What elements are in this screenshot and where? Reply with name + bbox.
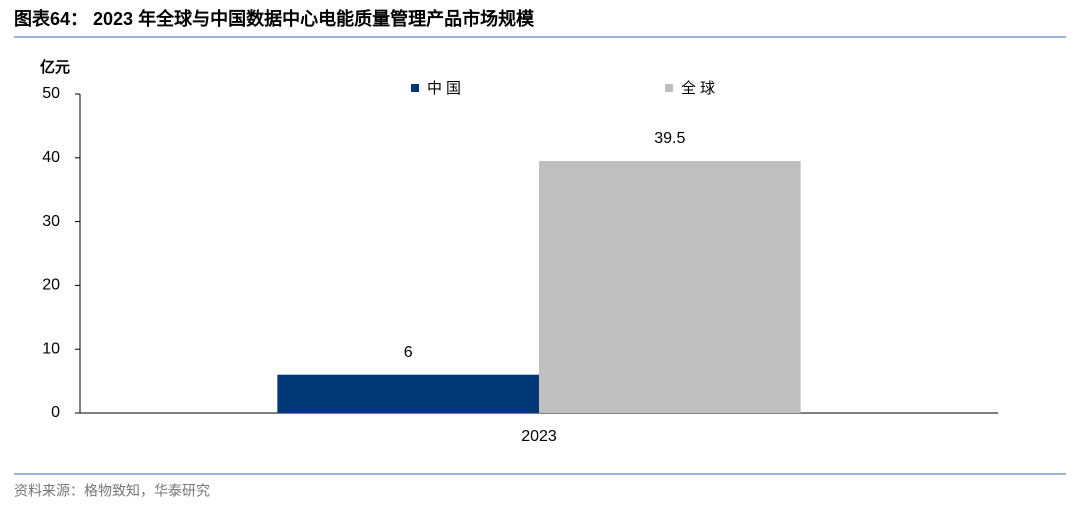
data-label: 6 [404,344,413,361]
y-tick-label: 20 [42,277,60,294]
y-tick-label: 50 [42,85,60,102]
legend-swatch [411,84,419,92]
bar [539,160,801,413]
y-tick-label: 0 [51,404,60,421]
chart-title: 图表64： 2023 年全球与中国数据中心电能质量管理产品市场规模 [14,8,535,29]
y-tick-label: 30 [42,213,60,230]
bar [277,374,539,413]
legend-swatch [665,84,673,92]
x-tick-label: 2023 [521,428,557,445]
y-axis-label: 亿元 [40,58,70,76]
legend-label: 中国 [427,80,465,97]
y-tick-label: 10 [42,340,60,357]
y-tick-label: 40 [42,149,60,166]
source: 资料来源：格物致知，华泰研究 [14,483,210,499]
data-label: 39.5 [654,130,685,147]
legend-label: 全球 [681,79,719,97]
